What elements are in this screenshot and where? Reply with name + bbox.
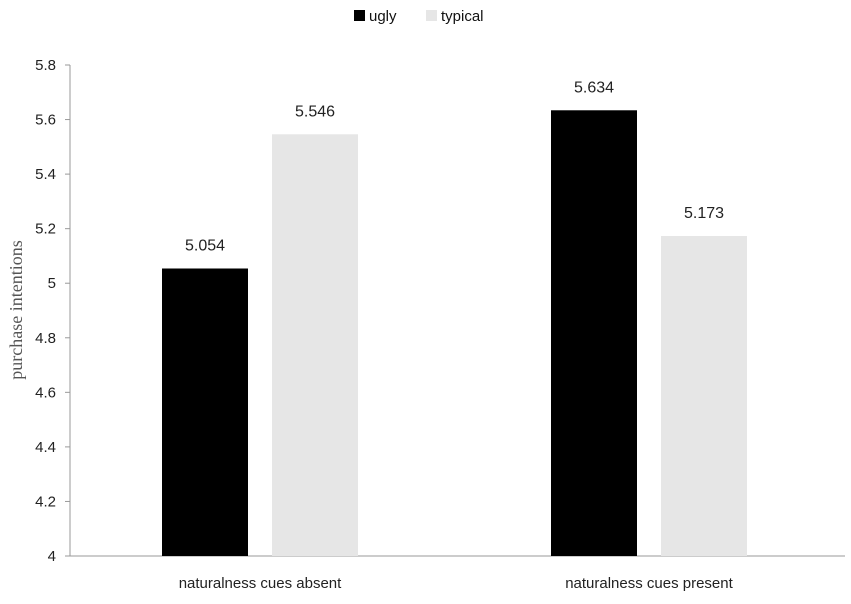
y-tick-label: 4.4 (35, 439, 56, 456)
legend-swatch-ugly (354, 10, 365, 21)
data-label: 5.634 (574, 79, 614, 96)
bar-ugly (162, 268, 248, 556)
x-tick-label: naturalness cues present (565, 575, 733, 592)
y-tick-label: 5.6 (35, 112, 56, 129)
bar-ugly (551, 110, 637, 556)
bar-typical (661, 236, 747, 556)
y-tick-label: 5.8 (35, 57, 56, 74)
y-tick-label: 4 (48, 548, 56, 565)
y-tick-label: 5 (48, 275, 56, 292)
bars (162, 110, 747, 556)
legend-label-typical: typical (441, 8, 484, 25)
data-label: 5.054 (185, 237, 225, 254)
legend: ugly typical (354, 8, 484, 25)
y-tick-label: 4.6 (35, 384, 56, 401)
x-tick-label: naturalness cues absent (179, 575, 342, 592)
data-label: 5.173 (684, 205, 724, 222)
y-tick-label: 4.2 (35, 493, 56, 510)
legend-label-ugly: ugly (369, 8, 397, 25)
y-axis-label: purchase intentions (6, 240, 26, 379)
bar-typical (272, 134, 358, 556)
data-label: 5.546 (295, 103, 335, 120)
y-tick-label: 5.2 (35, 221, 56, 238)
y-tick-label: 4.8 (35, 330, 56, 347)
axes: 4 4.2 4.4 4.6 4.8 5 5.2 5.4 5.6 5.8 (35, 57, 845, 565)
labels: 5.054 5.546 naturalness cues absent 5.634 5.… (179, 79, 734, 592)
y-tick-label: 5.4 (35, 166, 56, 183)
legend-swatch-typical (426, 10, 437, 21)
